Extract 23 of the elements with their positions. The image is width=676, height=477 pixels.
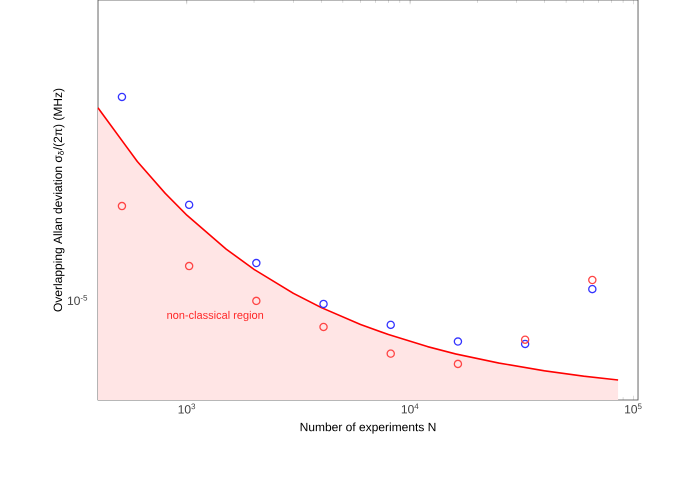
- point: [319, 322, 328, 332]
- point: [588, 284, 597, 294]
- x-tick-label: 10$^{4}$: [402, 404, 418, 414]
- text: 10$^{-5}$: [68, 295, 88, 305]
- point: [319, 300, 328, 308]
- x-tick-label: 10$^{5}$: [625, 404, 642, 414]
- point: [118, 92, 126, 102]
- point: [184, 200, 194, 210]
- point: [520, 335, 530, 344]
- point: [118, 202, 126, 210]
- annotation: non-classical region: [167, 310, 264, 322]
- point: [252, 296, 261, 306]
- point: [520, 340, 530, 348]
- point: [184, 262, 194, 270]
- point: [252, 258, 261, 268]
- point: [386, 349, 395, 358]
- point: [454, 360, 462, 368]
- y-axis-title: Overlapping Allan deviation σ$_{δ}$/(2π) (MHz): [53, 88, 64, 312]
- x-axis-title: Number of experiments N: [300, 422, 436, 434]
- x-tick-label: 10$^{3}$: [178, 404, 196, 414]
- point: [588, 276, 597, 284]
- point: [386, 320, 395, 330]
- point: [454, 337, 462, 346]
